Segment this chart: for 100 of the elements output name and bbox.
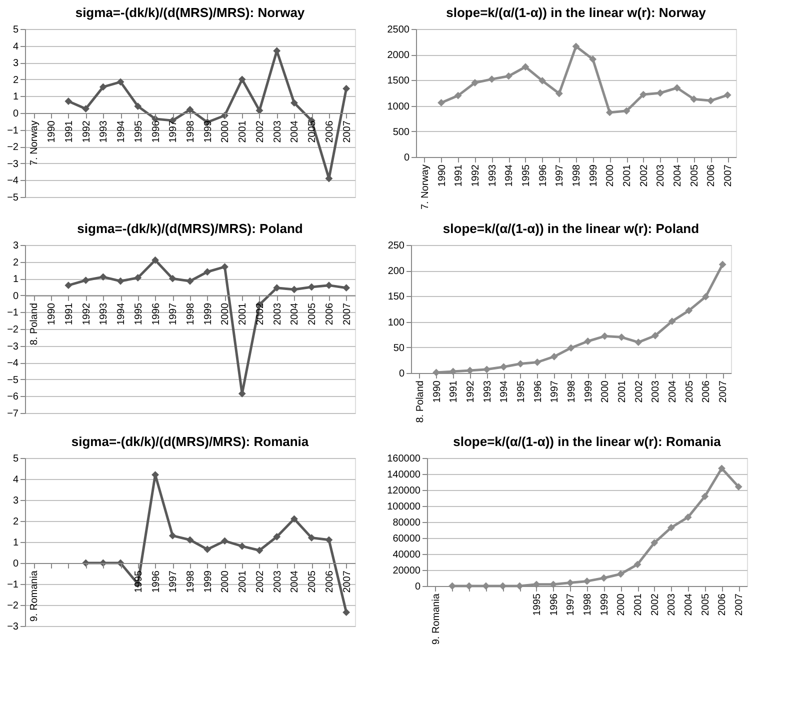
x-tick-label: 2007 (342, 302, 353, 326)
x-tick-label: 1997 (168, 302, 180, 326)
y-tick-label: 4 (12, 41, 19, 52)
x-tick-label: 1996 (150, 302, 162, 326)
x-tick-label: 2002 (254, 570, 266, 593)
y-tick-label: −2 (7, 142, 19, 154)
x-tick-label: 1993 (98, 302, 110, 326)
y-tick-label: 60000 (392, 534, 421, 544)
x-tick-label: 1998 (186, 302, 196, 326)
x-tick-label: 1991 (454, 164, 465, 187)
x-tick-label: 2003 (272, 120, 284, 143)
x-tick-label: 2006 (717, 593, 728, 616)
y-tick-label: 0 (12, 108, 19, 120)
chart-title: sigma=-(dk/k)/(d(MRS)/MRS): Poland (77, 221, 303, 236)
x-tick-label: 1995 (133, 302, 144, 326)
x-tick-label: 2003 (666, 593, 678, 616)
x-tick-label: 1994 (116, 120, 128, 143)
x-tick-label: 1998 (582, 593, 594, 616)
x-tick-label: 9. Romania (430, 593, 442, 645)
x-tick-label: 2004 (290, 302, 301, 326)
y-tick-label: 500 (392, 126, 410, 138)
y-tick-label: 250 (388, 240, 405, 252)
y-tick-label: 2500 (387, 24, 410, 36)
y-tick-label: 1 (12, 538, 19, 548)
x-tick-label: 1999 (588, 164, 600, 187)
y-tick-label: 100000 (387, 502, 421, 512)
y-tick-label: 1000 (387, 101, 410, 112)
x-tick-label: 1996 (150, 570, 162, 593)
x-tick-label: 2002 (638, 164, 650, 187)
x-tick-label: 2000 (600, 380, 612, 403)
x-tick-label: 2001 (238, 302, 249, 326)
x-tick-label: 1995 (133, 570, 144, 593)
x-tick-label: 1996 (532, 380, 544, 403)
y-tick-label: −7 (7, 408, 19, 420)
x-tick-label: 2006 (324, 570, 336, 593)
x-tick-label: 1999 (202, 120, 214, 143)
y-tick-label: −4 (7, 176, 19, 187)
x-tick-label: 2007 (718, 380, 730, 403)
x-tick-label: 1992 (465, 380, 476, 403)
y-tick-label: 5 (12, 454, 19, 464)
x-tick-label: 2002 (650, 593, 661, 616)
x-tick-label: 2000 (220, 570, 232, 593)
x-tick-label: 2006 (324, 120, 336, 143)
y-tick-label: 80000 (392, 518, 421, 528)
y-tick-label: 3 (12, 58, 19, 70)
x-tick-label: 2003 (272, 302, 284, 326)
x-tick-label: 2000 (605, 164, 616, 187)
y-tick-label: 0 (12, 558, 19, 570)
y-tick-label: 1 (12, 92, 19, 103)
chart-title: sigma=-(dk/k)/(d(MRS)/MRS): Romania (71, 434, 310, 449)
x-tick-label: 1990 (46, 120, 58, 143)
y-tick-label: 200 (388, 266, 405, 278)
x-tick-label: 1991 (448, 380, 460, 403)
x-tick-label: 1991 (64, 120, 75, 143)
y-tick-label: 2000 (387, 50, 410, 62)
y-tick-label: 1 (12, 274, 19, 286)
y-tick-label: 1500 (387, 76, 410, 87)
x-tick-label: 1998 (186, 120, 196, 143)
chart-title: sigma=-(dk/k)/(d(MRS)/MRS): Norway (75, 5, 306, 20)
y-tick-label: −2 (7, 600, 19, 612)
x-tick-label: 2007 (342, 570, 353, 593)
y-tick-label: 20000 (392, 566, 421, 576)
x-tick-label: 2004 (672, 164, 684, 187)
x-tick-label: 2004 (290, 570, 301, 593)
x-tick-label: 1995 (532, 593, 543, 616)
x-tick-label: 1997 (554, 164, 566, 187)
y-tick-label: −3 (7, 158, 19, 170)
x-tick-label: 1992 (81, 120, 92, 143)
x-tick-label: 2001 (238, 570, 249, 593)
y-tick-label: 2 (12, 74, 19, 86)
y-tick-label: −4 (7, 358, 19, 370)
x-tick-label: 2005 (307, 302, 318, 326)
x-tick-label: 2004 (684, 593, 695, 616)
x-tick-label: 1998 (566, 380, 578, 403)
y-tick-label: 150 (388, 292, 405, 303)
y-tick-label: −1 (7, 308, 19, 319)
x-tick-label: 2003 (272, 570, 284, 593)
x-tick-label: 1990 (436, 164, 448, 187)
y-tick-label: −5 (7, 192, 19, 204)
x-tick-label: 1993 (487, 164, 498, 187)
y-tick-label: −2 (7, 324, 19, 336)
y-tick-label: 160000 (387, 454, 421, 464)
x-tick-label: 1996 (538, 164, 549, 187)
y-tick-label: −1 (7, 580, 19, 590)
x-tick-label: 2006 (324, 302, 336, 326)
x-tick-label: 1990 (46, 302, 58, 326)
x-tick-label: 1998 (186, 570, 196, 593)
x-tick-label: 1996 (150, 120, 162, 143)
x-tick-label: 1994 (116, 302, 128, 326)
x-tick-label: 2005 (307, 570, 318, 593)
x-tick-label: 1990 (432, 380, 443, 403)
x-tick-label: 2006 (706, 164, 718, 187)
x-tick-label: 1999 (583, 380, 594, 403)
x-tick-label: 1994 (504, 164, 516, 187)
x-tick-label: 2003 (656, 164, 667, 187)
x-tick-label: 1997 (566, 593, 577, 616)
chart-title: slope=k/(α/(1-α)) in the linear w(r): Norway (446, 5, 707, 20)
x-tick-label: 1999 (202, 570, 214, 593)
y-tick-label: 50 (393, 342, 405, 354)
y-tick-label: 3 (12, 240, 19, 252)
